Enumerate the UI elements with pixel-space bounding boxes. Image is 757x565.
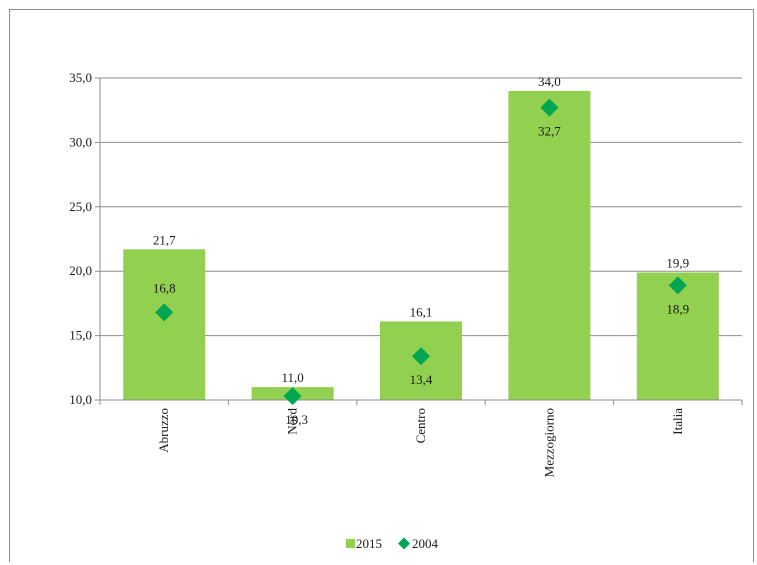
bar-value-label: 11,0 <box>281 370 303 385</box>
diamond-marker <box>283 387 302 406</box>
legend-label-2004: 2004 <box>412 536 439 551</box>
grid-lines <box>100 77 742 337</box>
marker-value-label: 18,9 <box>666 301 689 316</box>
x-category-label: Nord <box>285 408 300 435</box>
markers-2004 <box>155 98 687 406</box>
diamond-marker <box>540 98 559 117</box>
axes: 10,0 15,0 20,0 25,0 30,0 35,0 Abruzzo Nord Centr… <box>69 70 743 477</box>
marker-value-label: 10,3 <box>285 412 308 427</box>
diamond-marker <box>412 347 430 366</box>
bar <box>508 90 591 400</box>
y-tick-label: 10,0 <box>69 392 92 407</box>
chart-frame <box>9 9 754 562</box>
y-tick-label: 15,0 <box>69 328 92 343</box>
x-category-label: Mezzogiorno <box>541 408 556 477</box>
legend-swatch-2004 <box>398 537 410 550</box>
marker-value-label: 16,8 <box>153 280 176 295</box>
legend: 2015 2004 <box>346 536 439 551</box>
y-tick-label: 35,0 <box>69 70 92 85</box>
x-category-label: Abruzzo <box>156 408 171 453</box>
bar-value-label: 21,7 <box>153 232 176 247</box>
bar-value-label: 16,1 <box>410 304 433 319</box>
x-category-label: Centro <box>413 408 428 443</box>
diamond-marker <box>668 276 687 295</box>
legend-label-2015: 2015 <box>356 536 382 551</box>
legend-swatch-2015 <box>346 539 355 548</box>
marker-value-label: 32,7 <box>538 124 561 139</box>
y-tick-label: 30,0 <box>69 134 92 149</box>
bars-2015 <box>123 90 719 400</box>
bar <box>123 249 206 400</box>
marker-value-label: 13,4 <box>410 372 433 387</box>
bar-value-label: 19,9 <box>666 255 689 270</box>
y-tick-label: 25,0 <box>69 199 92 214</box>
x-category-label: Italia <box>670 408 685 435</box>
diamond-marker <box>155 303 174 322</box>
data-labels: 21,7 11,0 16,1 34,0 19,9 16,8 10,3 13,4 32,7 18,9 <box>153 74 689 427</box>
bar-value-label: 34,0 <box>538 74 561 89</box>
y-tick-label: 20,0 <box>69 263 92 278</box>
